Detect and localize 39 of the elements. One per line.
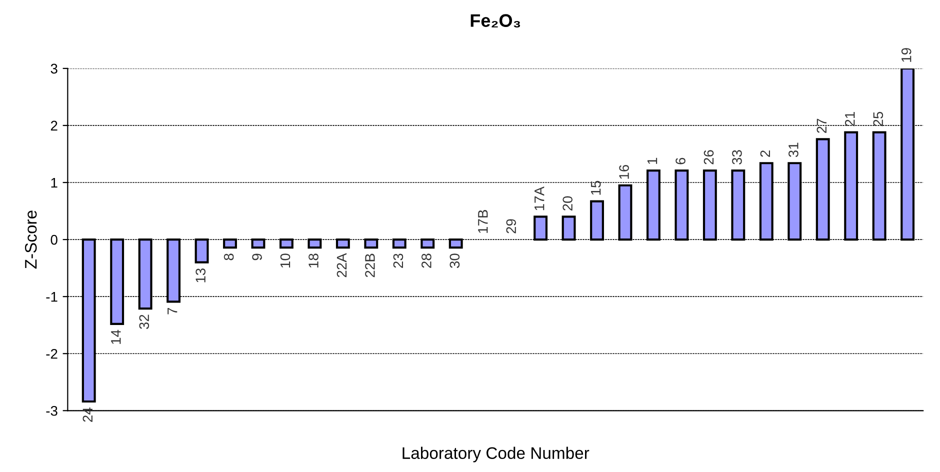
x-tick-label: 16: [619, 164, 629, 179]
x-tick-label: 23: [393, 254, 404, 268]
x-tick-label: 20: [562, 196, 573, 210]
x-tick-label: 18: [308, 254, 318, 268]
x-tick-label: 30: [450, 254, 460, 268]
x-tick-label: 28: [422, 254, 432, 268]
x-tick-label: 6: [676, 158, 686, 164]
y-tick-label: 1: [51, 178, 58, 188]
x-tick-label: 21: [844, 112, 855, 126]
x-tick-label: 13: [196, 268, 206, 282]
x-tick-label: 29: [506, 219, 516, 234]
x-tick-label: 2: [760, 150, 770, 157]
y-tick-label: -1: [46, 292, 58, 302]
y-axis-title: Z-Score: [24, 210, 37, 269]
x-tick-label: 9: [252, 254, 262, 260]
x-tick-label: 25: [873, 112, 884, 126]
x-tick-label: 26: [704, 150, 714, 164]
y-tick-label: 3: [50, 64, 58, 74]
x-tick-label: 17A: [534, 186, 544, 210]
x-tick-label: 32: [139, 314, 150, 330]
x-axis-title: Laboratory Code Number: [402, 446, 590, 462]
x-tick-label: 24: [82, 407, 92, 422]
x-tick-label: 14: [111, 330, 121, 344]
x-tick-label: 31: [788, 142, 798, 158]
y-tick-label: 0: [50, 234, 58, 245]
x-tick-label: 7: [168, 308, 178, 314]
x-tick-label: 1: [648, 158, 658, 164]
y-tick-label: -3: [46, 406, 58, 416]
x-tick-label: 17B: [478, 210, 488, 233]
x-tick-label: 33: [732, 150, 742, 164]
x-tick-label: 19: [901, 48, 912, 62]
x-tick-label: 8: [224, 254, 234, 260]
x-tick-label: 22A: [336, 253, 347, 278]
x-tick-label: 10: [280, 254, 290, 268]
x-tick-label: 15: [591, 180, 601, 195]
x-tick-label: 22B: [365, 254, 375, 278]
y-tick-label: -2: [46, 348, 58, 359]
chart-title: Fe₂O₃: [470, 14, 520, 28]
x-tick-label: 27: [816, 118, 826, 133]
